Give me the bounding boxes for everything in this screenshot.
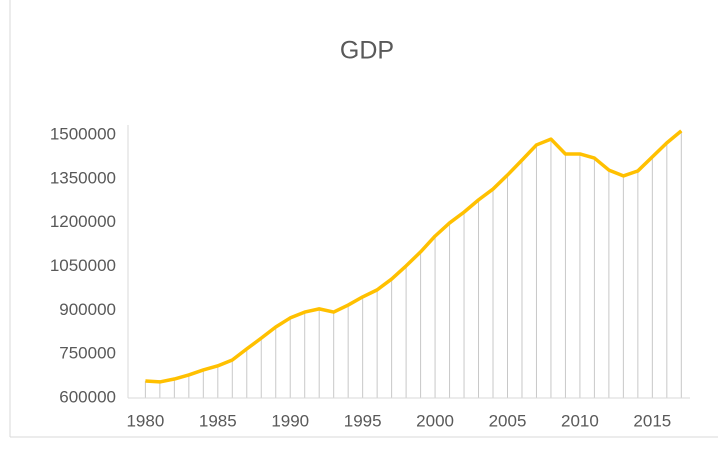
chart-title: GDP	[340, 37, 394, 65]
x-tick-label: 1985	[199, 411, 237, 430]
y-tick-label: 1500000	[50, 124, 116, 143]
x-tick-label: 2005	[489, 411, 527, 430]
x-tick-label: 2000	[416, 411, 454, 430]
y-tick-label: 1350000	[50, 168, 116, 187]
y-tick-label: 600000	[59, 387, 116, 406]
x-tick-label: 1980	[126, 411, 164, 430]
x-tick-label: 1990	[271, 411, 309, 430]
y-tick-label: 1200000	[50, 212, 116, 231]
y-tick-label: 750000	[59, 344, 116, 363]
x-tick-label: 2010	[561, 411, 599, 430]
y-tick-label: 900000	[59, 300, 116, 319]
x-tick-label: 1995	[344, 411, 382, 430]
data-line	[145, 129, 683, 384]
y-tick-label: 1050000	[50, 256, 116, 275]
x-tick-label: 2015	[633, 411, 671, 430]
